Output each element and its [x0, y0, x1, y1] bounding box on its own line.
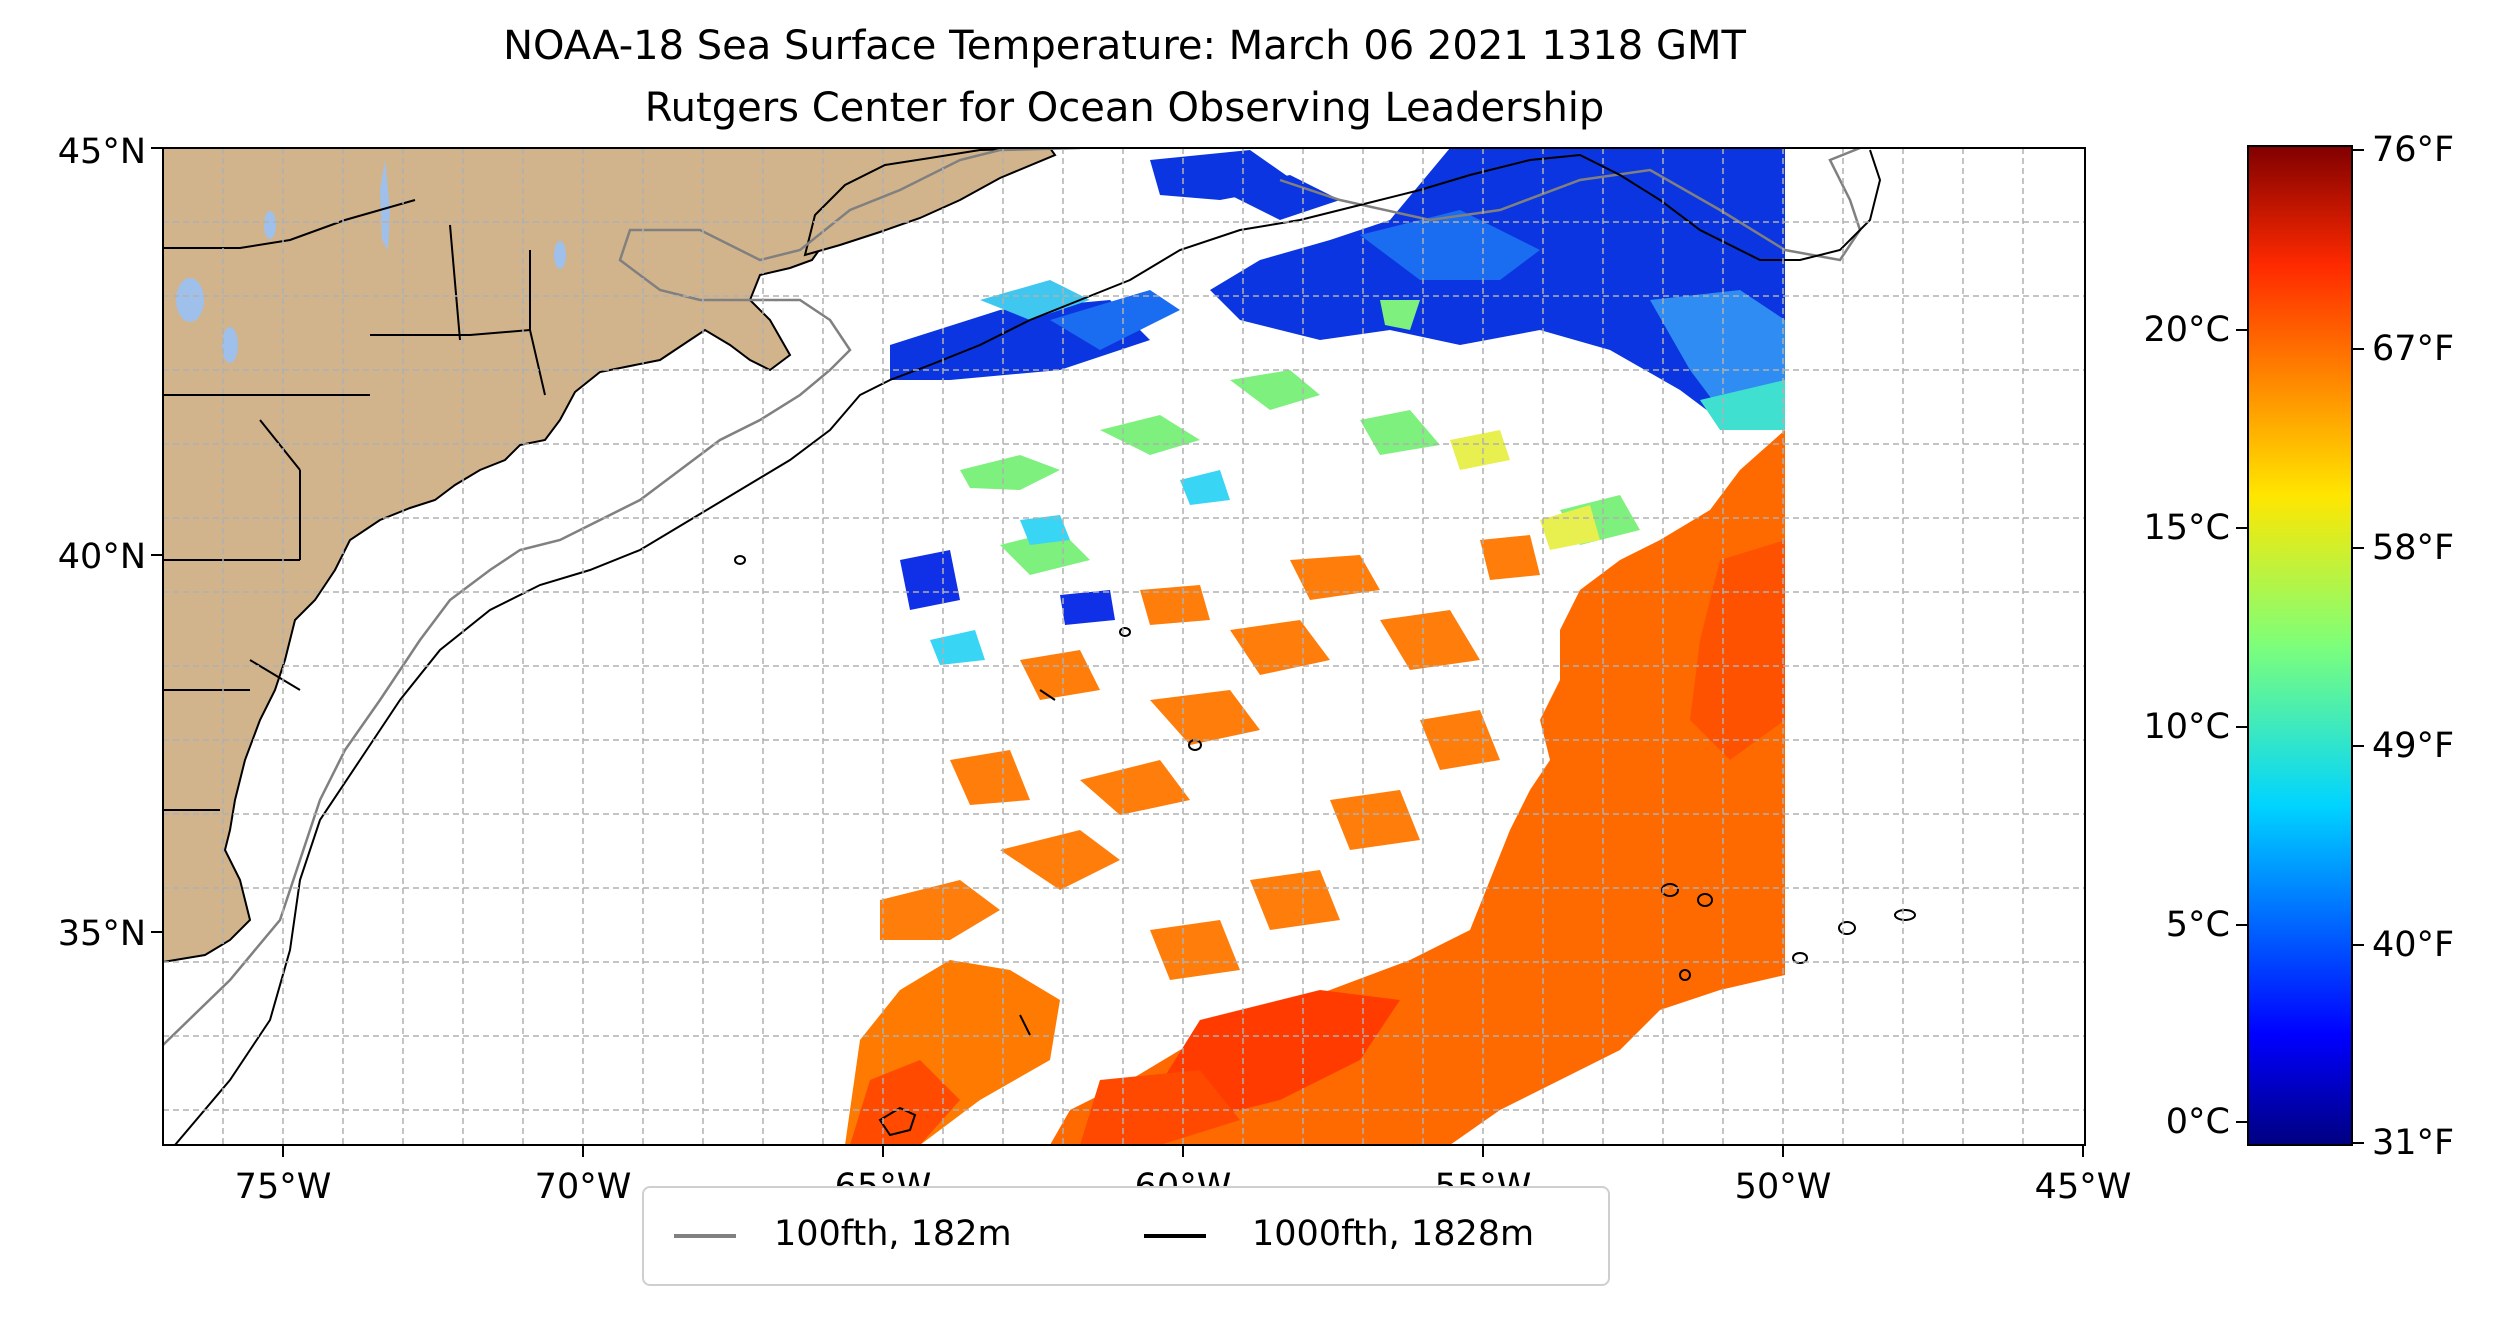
legend-label-1000fth: 1000fth, 1828m — [1252, 1214, 1535, 1254]
legend-line-100fth — [674, 1234, 736, 1238]
map-title-line2: Rutgers Center for Ocean Observing Leade… — [644, 85, 1605, 131]
map-frame — [162, 147, 2086, 1146]
y-tick-label: 35°N — [57, 914, 146, 954]
lake-small — [264, 211, 276, 239]
gridlines — [163, 148, 2085, 1145]
colorbar-celsius-label: 0°C — [2165, 1102, 2230, 1142]
colorbar-celsius-label: 5°C — [2165, 905, 2230, 945]
land-nova-scotia — [803, 148, 1057, 257]
legend: 100fth, 182m 1000fth, 1828m — [642, 1186, 1610, 1286]
x-tick-label: 75°W — [234, 1167, 332, 1207]
land-east-coast-us — [163, 148, 1001, 964]
colorbar-ticks — [2236, 149, 2364, 1144]
y-tick-label: 45°N — [57, 132, 146, 172]
legend-label-100fth: 100fth, 182m — [774, 1214, 1012, 1254]
lake-small — [176, 278, 204, 322]
y-tick-label: 40°N — [57, 537, 146, 577]
state-borders — [163, 199, 546, 811]
x-tick-label: 50°W — [1734, 1167, 1832, 1207]
isobath-1000fth — [174, 149, 1882, 1145]
colorbar-gradient — [2247, 145, 2353, 1146]
seamounts — [734, 555, 1916, 1137]
lake-small — [554, 241, 566, 269]
map-title-line1: NOAA-18 Sea Surface Temperature: March 0… — [503, 23, 1746, 69]
isobath-100fth — [163, 148, 1862, 1046]
x-tick-label: 70°W — [534, 1167, 632, 1207]
axis-ticks — [151, 147, 2084, 1157]
colorbar-fahrenheit-label: 31°F — [2372, 1123, 2455, 1163]
x-tick-label: 45°W — [2034, 1167, 2132, 1207]
colorbar-fahrenheit-label: 67°F — [2372, 329, 2455, 369]
colorbar-celsius-label: 10°C — [2143, 707, 2230, 747]
colorbar-fahrenheit-label: 76°F — [2372, 130, 2455, 170]
sst-data-swath — [845, 148, 1785, 1145]
colorbar-fahrenheit-label: 49°F — [2372, 726, 2455, 766]
colorbar-celsius-label: 20°C — [2143, 310, 2230, 350]
colorbar-celsius-label: 15°C — [2143, 508, 2230, 548]
legend-line-1000fth — [1144, 1234, 1206, 1238]
colorbar-fahrenheit-label: 40°F — [2372, 925, 2455, 965]
lake-small — [222, 327, 238, 363]
colorbar-fahrenheit-label: 58°F — [2372, 528, 2455, 568]
lake-champlain — [380, 160, 390, 250]
